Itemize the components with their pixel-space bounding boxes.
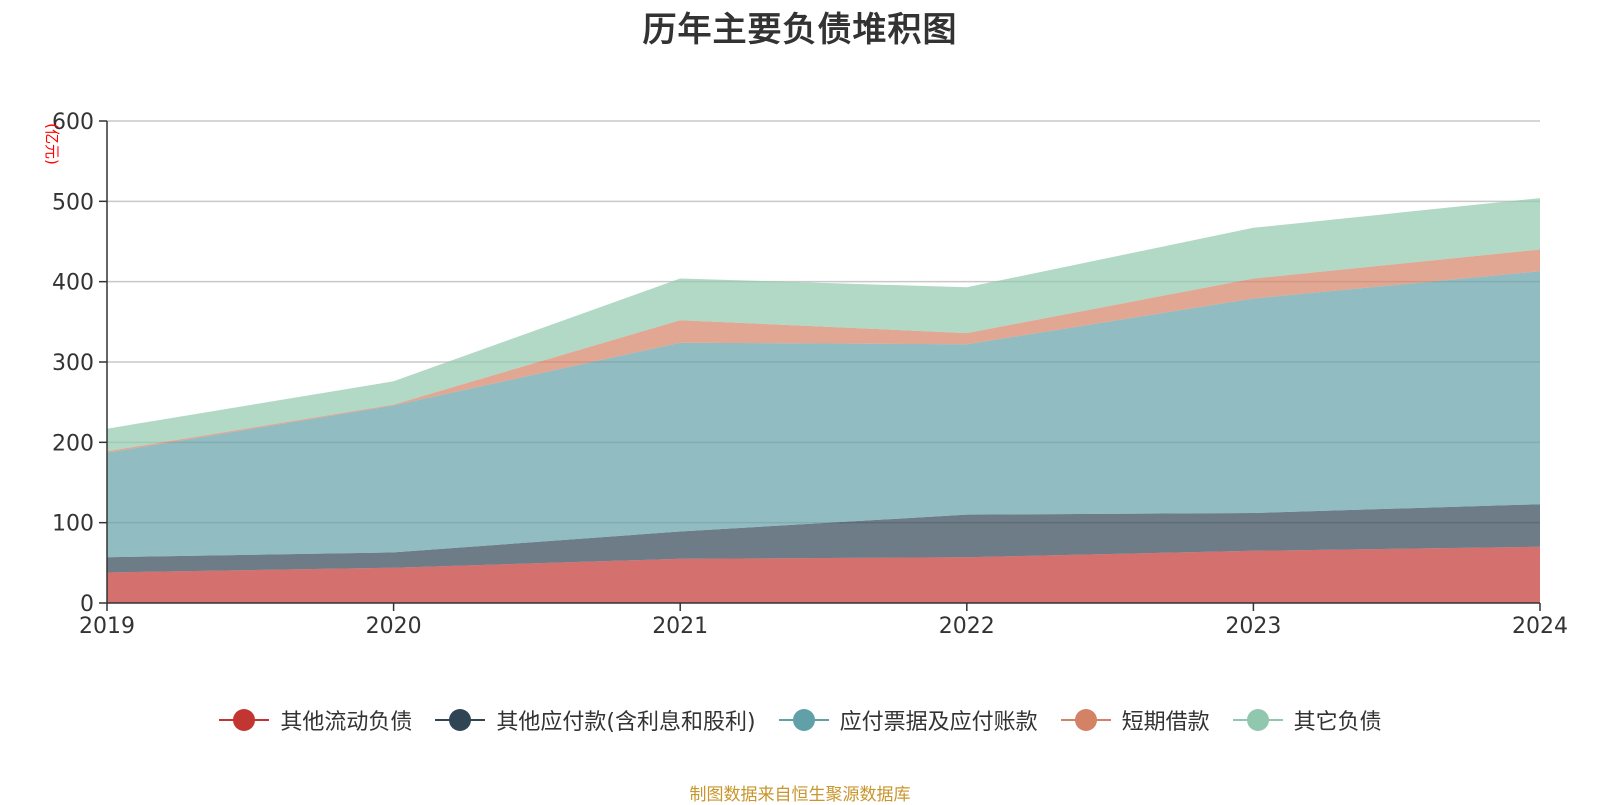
legend-label: 其他应付款(含利息和股利) xyxy=(496,710,756,735)
legend-marker-icon xyxy=(219,709,270,731)
area-series-1 xyxy=(107,504,1540,573)
legend-item-2[interactable]: 应付票据及应付账款 xyxy=(778,704,1038,736)
y-tick-label: 0 xyxy=(80,592,94,617)
x-tick-label: 2019 xyxy=(79,614,135,639)
area-series-4 xyxy=(107,198,1540,452)
legend-marker-icon xyxy=(1060,709,1111,731)
source-note: 制图数据来自恒生聚源数据库 xyxy=(689,785,911,805)
legend-item-4[interactable]: 其它负债 xyxy=(1232,704,1382,736)
y-tick-label: 400 xyxy=(52,271,94,296)
x-tick-label: 2023 xyxy=(1225,614,1281,639)
legend-item-0[interactable]: 其他流动负债 xyxy=(218,704,412,736)
x-tick-label: 2024 xyxy=(1512,614,1568,639)
legend-marker-icon xyxy=(778,709,829,731)
legend-item-3[interactable]: 短期借款 xyxy=(1060,704,1210,736)
x-tick-label: 2020 xyxy=(366,614,422,639)
legend-item-1[interactable]: 其他应付款(含利息和股利) xyxy=(434,704,756,736)
area-series-3 xyxy=(107,249,1540,453)
y-tick-label: 100 xyxy=(52,512,94,537)
area-series-0 xyxy=(107,546,1540,603)
y-tick-label: 200 xyxy=(52,431,94,456)
chart-title: 历年主要负债堆积图 xyxy=(642,10,958,50)
legend-label: 其它负债 xyxy=(1293,710,1382,735)
y-tick-label: 600 xyxy=(52,110,94,135)
legend-label: 其他流动负债 xyxy=(280,710,413,735)
area-series-2 xyxy=(107,271,1540,558)
x-tick-label: 2022 xyxy=(939,614,995,639)
y-tick-label: 300 xyxy=(52,351,94,376)
legend-label: 应付票据及应付账款 xyxy=(839,710,1038,735)
legend: 其他流动负债 其他应付款(含利息和股利) 应付票据及应付账款 短期借款 其它负债 xyxy=(0,704,1600,736)
legend-label: 短期借款 xyxy=(1121,710,1210,735)
y-tick-label: 500 xyxy=(52,190,94,215)
legend-marker-icon xyxy=(435,709,486,731)
y-axis-unit-label: (亿元) xyxy=(43,123,61,165)
area-series xyxy=(107,198,1540,603)
axes: 0 100 200 300 400 500 600 2019 2020 2021 2022 2023 2… xyxy=(52,110,1568,639)
legend-marker-icon xyxy=(1232,709,1283,731)
x-tick-label: 2021 xyxy=(652,614,708,639)
